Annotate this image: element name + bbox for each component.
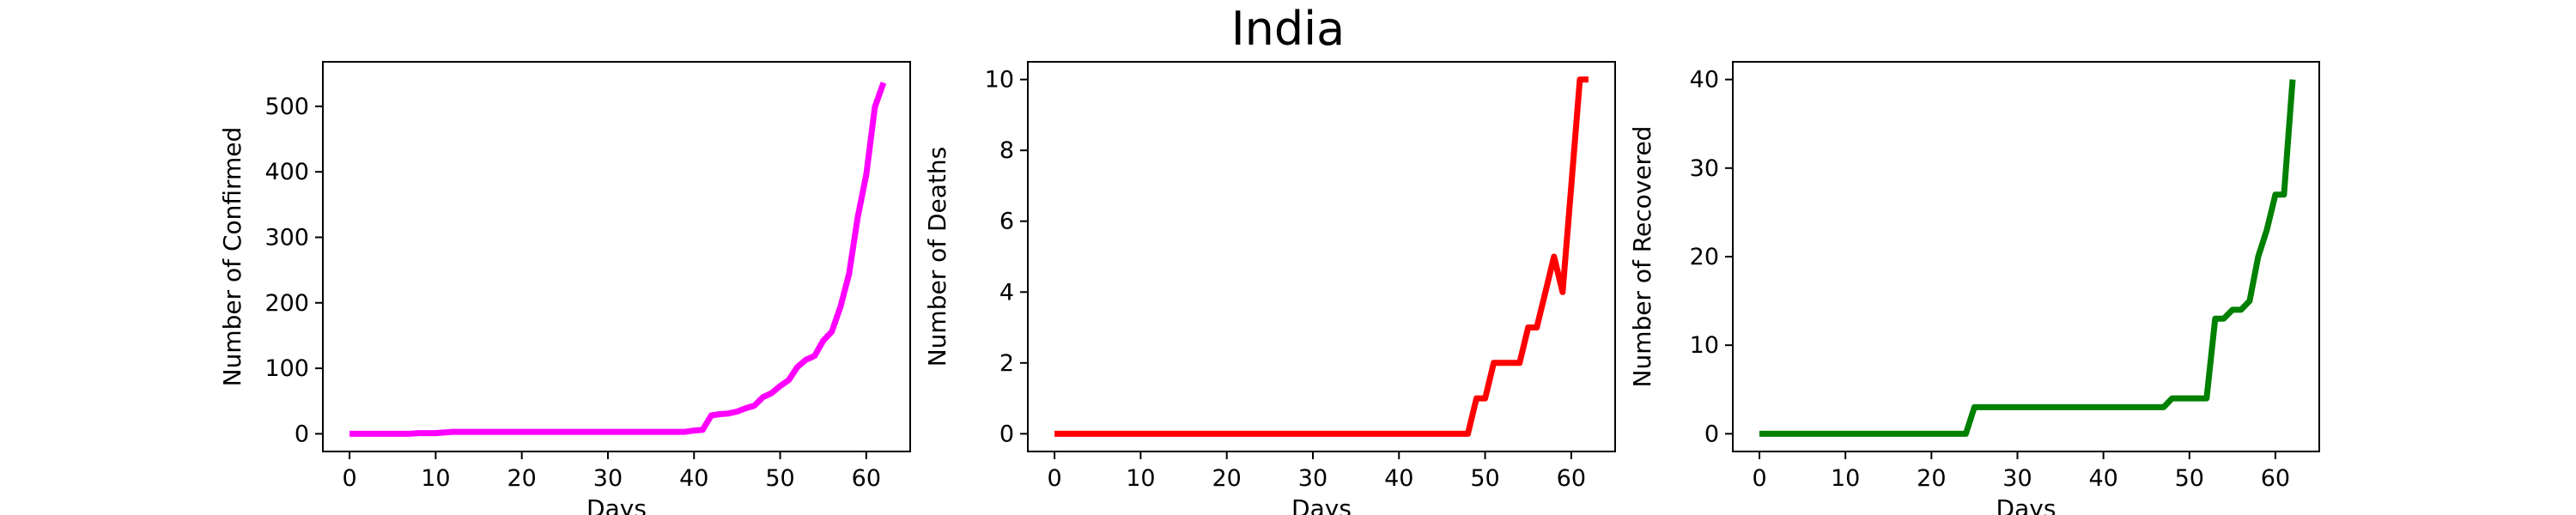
y-axis-label: Number of Confirmed bbox=[218, 127, 246, 387]
x-tick-label: 60 bbox=[1557, 465, 1586, 492]
y-tick-label: 6 bbox=[999, 209, 1014, 235]
deaths-panel: 0 10 20 30 40 50 60 0 2 4 6 8 10 Days Number of Deaths bbox=[923, 61, 1616, 515]
y-tick-label: 500 bbox=[264, 94, 309, 120]
y-tick-label: 4 bbox=[999, 279, 1014, 306]
figure-title: India bbox=[1231, 2, 1346, 56]
y-tick-label: 300 bbox=[264, 224, 309, 251]
y-tick-label: 100 bbox=[264, 355, 309, 382]
x-tick-label: 40 bbox=[1384, 465, 1413, 492]
x-tick-label: 20 bbox=[1212, 465, 1241, 492]
y-tick-label: 10 bbox=[1690, 332, 1719, 359]
x-tick-label: 10 bbox=[1126, 465, 1155, 492]
x-tick-label: 30 bbox=[2002, 465, 2032, 492]
x-tick-label: 30 bbox=[1298, 465, 1327, 492]
x-tick-label: 20 bbox=[1917, 465, 1946, 492]
y-tick-label: 30 bbox=[1690, 155, 1719, 182]
y-tick-label: 10 bbox=[985, 67, 1014, 94]
x-tick-label: 0 bbox=[1047, 465, 1061, 492]
y-tick-label: 0 bbox=[1704, 421, 1719, 447]
x-axis-label: Days bbox=[1291, 494, 1352, 515]
x-tick-label: 0 bbox=[342, 465, 356, 492]
x-tick-label: 20 bbox=[507, 465, 536, 492]
x-tick-label: 10 bbox=[421, 465, 450, 492]
y-tick-label: 20 bbox=[1690, 244, 1719, 270]
y-tick-label: 40 bbox=[1690, 67, 1719, 94]
y-tick-label: 0 bbox=[295, 421, 309, 447]
y-axis-label: Number of Deaths bbox=[923, 147, 951, 367]
x-tick-label: 10 bbox=[1831, 465, 1860, 492]
x-tick-label: 60 bbox=[2261, 465, 2290, 492]
y-axis-label: Number of Recovered bbox=[1628, 126, 1656, 388]
x-tick-label: 0 bbox=[1752, 465, 1766, 492]
y-tick-label: 0 bbox=[999, 421, 1014, 447]
recovered-series-line bbox=[1759, 79, 2296, 437]
x-tick-label: 60 bbox=[852, 465, 881, 492]
confirmed-panel: 0 10 20 30 40 50 60 0 100 200 300 400 500 Days Number … bbox=[218, 61, 911, 515]
x-tick-label: 40 bbox=[2088, 465, 2117, 492]
y-tick-label: 200 bbox=[264, 290, 309, 317]
x-axis-label: Days bbox=[586, 494, 647, 515]
plot-frame bbox=[322, 61, 911, 452]
x-axis-label: Days bbox=[1996, 494, 2057, 515]
x-tick-label: 50 bbox=[2175, 465, 2204, 492]
recovered-panel: 0 10 20 30 40 50 60 0 10 20 30 40 Days Number of Reco… bbox=[1628, 61, 2320, 515]
x-tick-label: 50 bbox=[765, 465, 794, 492]
x-tick-label: 30 bbox=[593, 465, 623, 492]
x-tick-label: 50 bbox=[1470, 465, 1499, 492]
y-tick-label: 2 bbox=[999, 350, 1014, 377]
y-tick-label: 8 bbox=[999, 137, 1014, 164]
x-tick-label: 40 bbox=[679, 465, 708, 492]
deaths-series-line bbox=[1054, 76, 1589, 437]
plot-frame bbox=[1027, 61, 1616, 452]
y-tick-label: 400 bbox=[264, 159, 309, 185]
confirmed-series-line bbox=[349, 82, 887, 437]
